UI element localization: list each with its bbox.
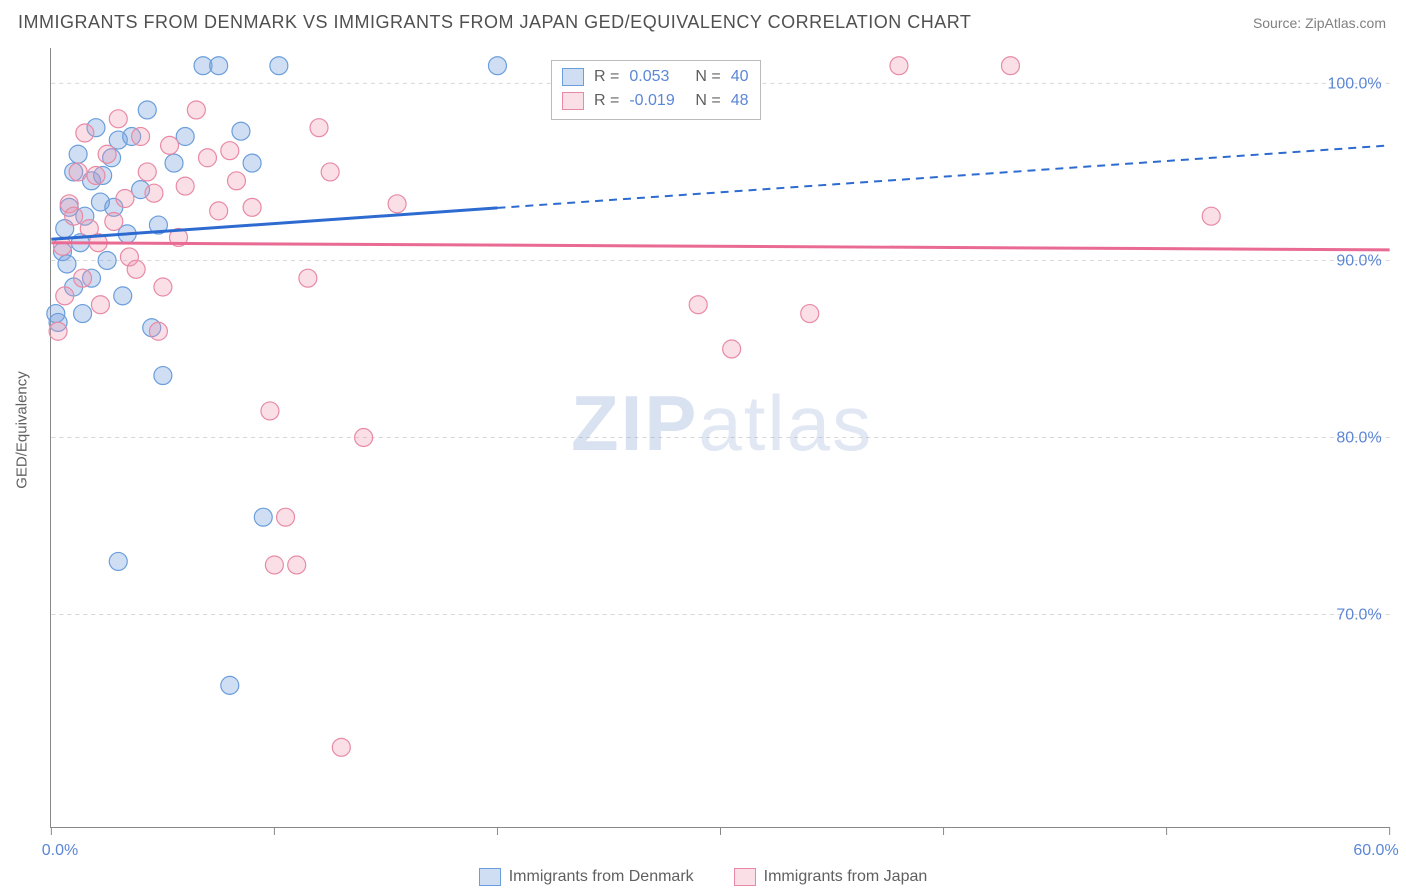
n-value-japan: 48 (731, 92, 749, 110)
chart-title: IMMIGRANTS FROM DENMARK VS IMMIGRANTS FR… (18, 12, 971, 33)
legend-swatch-denmark (562, 68, 584, 86)
header: IMMIGRANTS FROM DENMARK VS IMMIGRANTS FR… (0, 0, 1406, 39)
correlation-legend: R = 0.053 N = 40 R = -0.019 N = 48 (551, 60, 761, 120)
legend-row-japan: R = -0.019 N = 48 (562, 89, 748, 113)
legend-label: Immigrants from Denmark (509, 868, 694, 886)
legend-label: Immigrants from Japan (764, 868, 928, 886)
bottom-legend-denmark: Immigrants from Denmark (479, 868, 694, 886)
bottom-legend-japan: Immigrants from Japan (734, 868, 928, 886)
legend-swatch-icon (479, 868, 501, 886)
r-label: R = (594, 68, 619, 86)
svg-text:90.0%: 90.0% (1336, 252, 1381, 269)
n-label: N = (695, 92, 720, 110)
x-axis-max-label: 60.0% (1353, 842, 1398, 860)
n-value-denmark: 40 (731, 68, 749, 86)
x-axis-min-label: 0.0% (42, 842, 78, 860)
chart-plot-area: 70.0%80.0%90.0%100.0% ZIPatlas R = 0.053… (50, 48, 1390, 828)
legend-row-denmark: R = 0.053 N = 40 (562, 65, 748, 89)
svg-text:100.0%: 100.0% (1327, 75, 1381, 92)
r-label: R = (594, 92, 619, 110)
r-value-japan: -0.019 (629, 92, 685, 110)
n-label: N = (695, 68, 720, 86)
svg-text:70.0%: 70.0% (1336, 607, 1381, 624)
svg-text:80.0%: 80.0% (1336, 429, 1381, 446)
scatter-plot-svg: 70.0% 80.0% 90.0% 100.0% (51, 48, 1390, 827)
source-label: Source: ZipAtlas.com (1253, 15, 1386, 31)
legend-swatch-japan (562, 92, 584, 110)
y-axis-label: GED/Equivalency (14, 371, 31, 489)
bottom-legend: Immigrants from Denmark Immigrants from … (0, 868, 1406, 886)
r-value-denmark: 0.053 (629, 68, 685, 86)
legend-swatch-icon (734, 868, 756, 886)
